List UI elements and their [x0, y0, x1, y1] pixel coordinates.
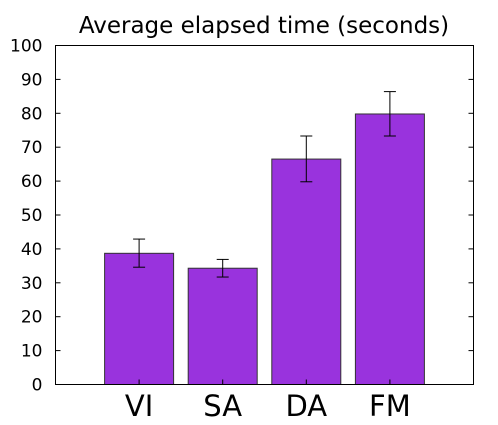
y-tick-label: 60: [21, 172, 43, 192]
y-tick-label: 40: [21, 240, 43, 260]
x-tick-label-sa: SA: [203, 389, 242, 423]
y-tick-label: 90: [21, 70, 43, 90]
bar-da: [271, 158, 342, 385]
y-tick-label: 80: [21, 104, 43, 124]
y-tick-label: 0: [32, 376, 43, 396]
y-tick-label: 30: [21, 274, 43, 294]
x-axis: VI SA DA FM: [125, 379, 411, 423]
bar-fm: [354, 113, 425, 385]
x-tick-label-vi: VI: [125, 389, 153, 423]
plot-frame: [55, 45, 474, 385]
bars-group: [104, 113, 425, 385]
y-tick-label: 70: [21, 138, 43, 158]
y-tick-label: 10: [21, 342, 43, 362]
x-tick-label-da: DA: [285, 389, 327, 423]
y-tick-label: 50: [21, 206, 43, 226]
bar-vi: [104, 252, 175, 385]
chart-title: Average elapsed time (seconds): [79, 13, 449, 39]
y-tick-label: 100: [10, 37, 42, 57]
bar-sa: [187, 267, 258, 385]
x-tick-label-fm: FM: [369, 389, 411, 423]
y-axis: 0 10 20 30 40 50 60 70 80 90 100: [10, 37, 474, 396]
y-tick-label: 20: [21, 308, 43, 328]
error-bars-group: [133, 91, 396, 278]
